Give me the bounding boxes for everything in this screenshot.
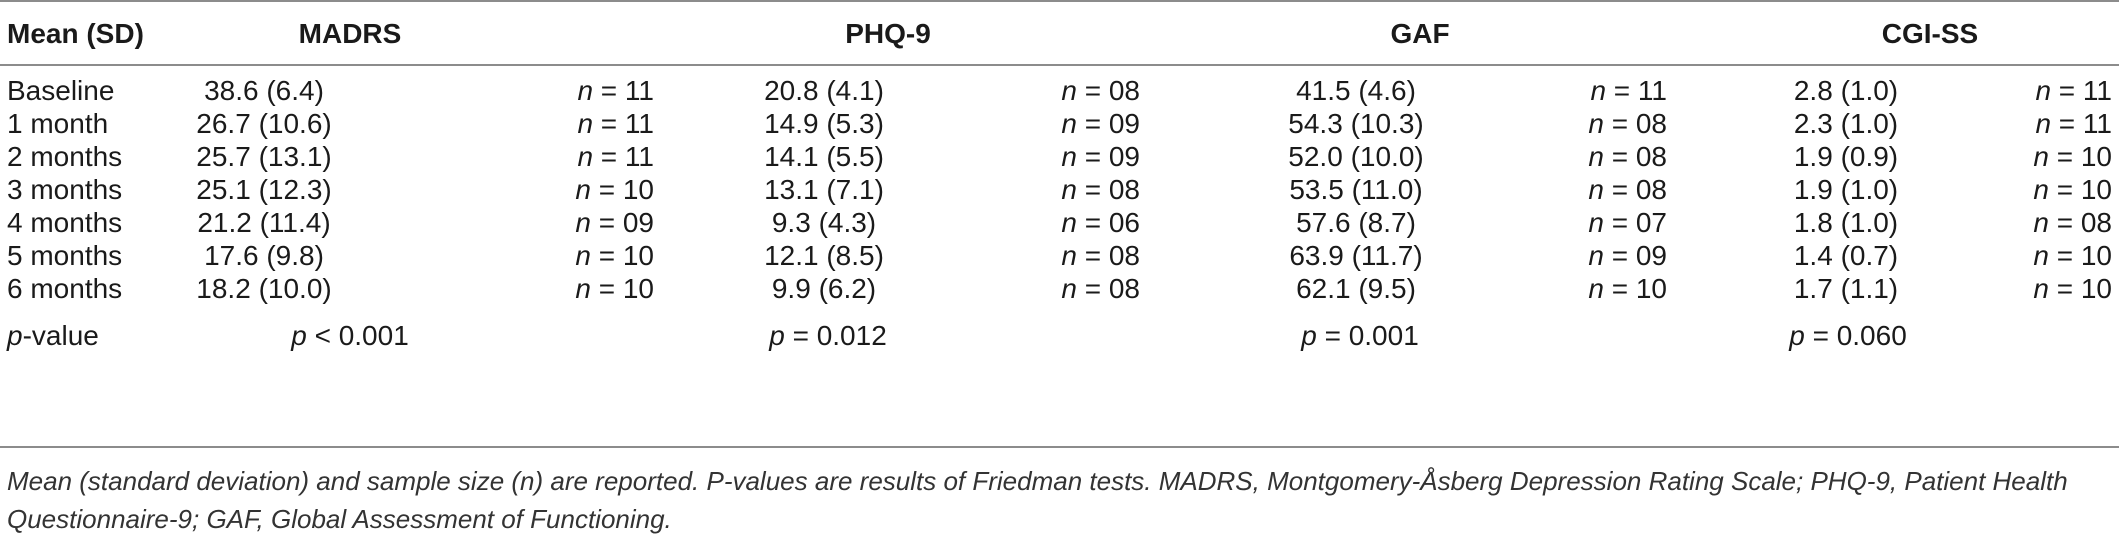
cgiss-mean-sd: 1.8 (1.0) [1793,207,1899,238]
row-label: 1 month [7,108,109,139]
gaf-sample-size: n = 09 [1588,240,1667,271]
gaf-mean-sd: 54.3 (10.3) [1288,108,1424,139]
madrs-mean-sd: 21.2 (11.4) [197,207,331,238]
madrs-mean-sd: 26.7 (10.6) [196,108,332,139]
gaf-mean-sd: 41.5 (4.6) [1296,75,1416,106]
header-row-label: Mean (SD) [7,18,144,49]
gaf-mean-sd: 52.0 (10.0) [1288,141,1424,172]
table-bottom-rule [0,446,2119,448]
madrs-mean-sd: 25.7 (13.1) [196,141,332,172]
cgiss-sample-size: n = 11 [2035,75,2112,106]
cgiss-sample-size: n = 10 [2033,240,2112,271]
madrs-sample-size: n = 10 [575,174,654,205]
header-gaf: GAF [1390,18,1450,49]
p-value-gaf: p = 0.001 [1301,320,1419,351]
cgiss-mean-sd: 2.8 (1.0) [1793,75,1899,106]
madrs-mean-sd: 17.6 (9.8) [204,240,324,271]
phq9-mean-sd: 9.3 (4.3) [771,207,877,238]
table-top-rule [0,0,2119,2]
cgiss-sample-size: n = 10 [2033,273,2112,304]
row-label: Baseline [7,75,115,106]
p-value-cgiss: p = 0.060 [1789,320,1907,351]
gaf-mean-sd: 53.5 (11.0) [1289,174,1423,205]
phq9-sample-size: n = 08 [1061,273,1140,304]
header-madrs: MADRS [298,18,402,49]
cgiss-mean-sd: 1.9 (1.0) [1793,174,1899,205]
madrs-sample-size: n = 11 [577,108,654,139]
p-value-label: p-value [7,320,99,351]
row-label: 2 months [7,141,123,172]
header-rule [0,64,2119,66]
madrs-mean-sd: 18.2 (10.0) [196,273,332,304]
cgiss-sample-size: n = 10 [2033,174,2112,205]
cgiss-mean-sd: 1.9 (0.9) [1793,141,1899,172]
gaf-mean-sd: 57.6 (8.7) [1296,207,1416,238]
phq9-sample-size: n = 09 [1061,108,1140,139]
header-cgiss: CGI-SS [1881,18,1979,49]
row-label: 6 months [7,273,123,304]
phq9-mean-sd: 12.1 (8.5) [764,240,884,271]
cgiss-mean-sd: 1.7 (1.1) [1793,273,1899,304]
madrs-sample-size: n = 11 [577,75,654,106]
phq9-mean-sd: 9.9 (6.2) [771,273,877,304]
cgiss-sample-size: n = 11 [2035,108,2112,139]
cgiss-mean-sd: 1.4 (0.7) [1793,240,1899,271]
cgiss-mean-sd: 2.3 (1.0) [1793,108,1899,139]
phq9-sample-size: n = 08 [1061,240,1140,271]
row-label: 4 months [7,207,123,238]
cgiss-sample-size: n = 08 [2033,207,2112,238]
table-footnote: Mean (standard deviation) and sample siz… [7,466,2068,534]
row-label: 3 months [7,174,123,205]
phq9-sample-size: n = 09 [1061,141,1140,172]
phq9-sample-size: n = 08 [1061,75,1140,106]
gaf-sample-size: n = 07 [1588,207,1667,238]
header-phq9: PHQ-9 [845,18,931,49]
gaf-sample-size: n = 08 [1588,174,1667,205]
gaf-mean-sd: 62.1 (9.5) [1296,273,1416,304]
phq9-mean-sd: 14.9 (5.3) [764,108,884,139]
row-label: 5 months [7,240,123,271]
madrs-mean-sd: 38.6 (6.4) [204,75,324,106]
madrs-mean-sd: 25.1 (12.3) [196,174,332,205]
cgiss-sample-size: n = 10 [2033,141,2112,172]
gaf-sample-size: n = 08 [1588,108,1667,139]
gaf-sample-size: n = 10 [1588,273,1667,304]
madrs-sample-size: n = 09 [575,207,654,238]
madrs-sample-size: n = 10 [575,240,654,271]
phq9-mean-sd: 20.8 (4.1) [764,75,884,106]
madrs-sample-size: n = 10 [575,273,654,304]
phq9-mean-sd: 13.1 (7.1) [764,174,884,205]
p-value-madrs: p < 0.001 [291,320,409,351]
gaf-sample-size: n = 11 [1590,75,1667,106]
p-value-phq9: p = 0.012 [769,320,887,351]
madrs-sample-size: n = 11 [577,141,654,172]
gaf-mean-sd: 63.9 (11.7) [1289,240,1423,271]
phq9-sample-size: n = 06 [1061,207,1140,238]
phq9-sample-size: n = 08 [1061,174,1140,205]
gaf-sample-size: n = 08 [1588,141,1667,172]
phq9-mean-sd: 14.1 (5.5) [764,141,884,172]
